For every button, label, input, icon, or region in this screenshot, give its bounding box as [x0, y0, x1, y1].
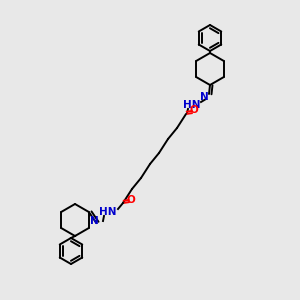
Text: N: N — [200, 92, 208, 102]
Text: O: O — [127, 195, 135, 205]
Text: O: O — [190, 105, 198, 115]
Text: HN: HN — [99, 207, 117, 217]
Text: N: N — [90, 216, 98, 226]
Text: HN: HN — [183, 100, 201, 110]
